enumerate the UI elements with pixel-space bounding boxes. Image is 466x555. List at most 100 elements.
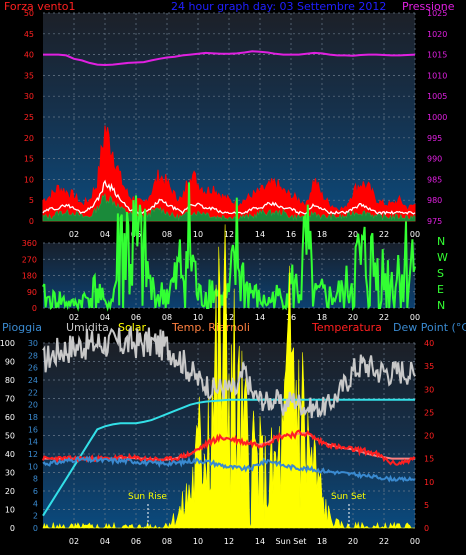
y-right-tick-label: 1020 (427, 30, 447, 39)
direction-letter: N (437, 299, 445, 312)
x-tick-label: 04 (100, 313, 110, 322)
y-mid-tick-label: 10 (28, 462, 38, 471)
sunset-label: Sun Set (331, 492, 366, 502)
x-tick-label: 08 (162, 313, 172, 322)
y-right-ticks-1: 975 980 985 990 995 1000 1005 1010 1015 1020 1025 (427, 9, 447, 226)
x-tick-label: 06 (131, 537, 141, 546)
x-tick-label: 04 (100, 230, 110, 239)
x-tick-label: 10 (193, 230, 203, 239)
y-left-tick-label: 20 (5, 487, 15, 496)
x-tick-label: 14 (255, 230, 265, 239)
humidity-line (42, 325, 416, 419)
y-left-tick-label: 40 (24, 51, 34, 60)
y-left-tick-label: 100 (0, 339, 15, 348)
x-tick-label: 14 (255, 313, 265, 322)
y-mid-tick-label: 22 (28, 388, 38, 397)
x-tick-label: 08 (162, 537, 172, 546)
right-axis-label-1: Pressione (402, 0, 455, 13)
x-tick-label: 20 (348, 537, 358, 546)
y-right-tick-label: 10 (424, 478, 434, 487)
y-left-tick-label: 10 (24, 175, 34, 184)
x-tick-label: 18 (317, 230, 327, 239)
x-ticks-1: 02 04 06 08 10 12 14 16 18 20 22 00 (69, 230, 420, 239)
x-tick-label: 22 (379, 230, 389, 239)
y-right-tick-label: 985 (427, 175, 442, 184)
y-right-tick-label: 990 (427, 155, 442, 164)
left-axis-label-1: Forza vento1 (4, 0, 76, 13)
y-mid-tick-label: 12 (28, 450, 38, 459)
y-left-tick-label: 15 (24, 155, 34, 164)
y-right-tick-label: 1015 (427, 51, 447, 60)
y-right-tick-label: 980 (427, 196, 442, 205)
legend-humidity: Umidita (66, 321, 109, 334)
y-mid-tick-label: 8 (33, 475, 38, 484)
y-left-tick-label: 50 (5, 432, 15, 441)
direction-letter: N (437, 235, 445, 248)
y-right-tick-label: 5 (424, 501, 429, 510)
x-tick-label: 12 (224, 313, 234, 322)
x-tick-label: 04 (100, 537, 110, 546)
wind-average-line (42, 179, 416, 216)
legend: Pioggia Umidita Solar Temp. Riarnoli Tem… (2, 321, 466, 334)
y-mid-tick-label: 24 (28, 376, 38, 385)
wind-direction-line (42, 182, 416, 312)
y-mid-tick-label: 0 (33, 524, 38, 533)
wind-series (42, 125, 416, 222)
sunrise-marker: Sun Rise (128, 492, 167, 526)
y-left-ticks-3: 0 10 20 30 40 50 60 70 80 90 100 (0, 339, 15, 533)
x-tick-label: 10 (193, 313, 203, 322)
x-tick-label: 20 (348, 230, 358, 239)
y-right-tick-label: 40 (424, 339, 434, 348)
y-left-ticks-1: 0 5 10 15 20 25 30 35 40 45 50 (24, 9, 34, 226)
legend-rain: Pioggia (2, 321, 42, 334)
x-tick-label: 12 (224, 230, 234, 239)
x-tick-label: 14 (255, 537, 265, 546)
y-right-ticks-3: 0 5 10 15 20 25 30 35 40 (424, 339, 434, 533)
solar-area (42, 224, 415, 530)
legend-temp-riarnoli: Temp. Riarnoli (171, 321, 250, 334)
y-right-tick-label: 20 (424, 432, 434, 441)
y-left-tick-label: 30 (24, 92, 34, 101)
y-left-tick-label: 20 (24, 134, 34, 143)
x-tick-label: 10 (193, 537, 203, 546)
y-mid-tick-label: 20 (28, 401, 38, 410)
y-right-tick-label: 1005 (427, 92, 447, 101)
x-tick-label: 18 (317, 313, 327, 322)
y-mid-tick-label: 26 (28, 364, 38, 373)
y-left-tick-label: 70 (5, 395, 15, 404)
y-right-tick-label: 1010 (427, 71, 447, 80)
x-tick-label: 02 (69, 313, 79, 322)
x-tick-label: 02 (69, 537, 79, 546)
y-left-tick-label: 40 (5, 450, 15, 459)
x-ticks-3: 02 04 06 08 10 12 14 Sun Set 18 20 22 00 (69, 537, 420, 546)
x-tick-label: 20 (348, 313, 358, 322)
cyan-line (42, 398, 415, 517)
x-tick-label: 22 (379, 537, 389, 546)
y-left-tick-label: 45 (24, 30, 34, 39)
y-left-tick-label: 60 (5, 413, 15, 422)
sunrise-label: Sun Rise (128, 492, 167, 502)
y-left-tick-label: 360 (22, 239, 37, 248)
y-right-tick-label: 1000 (427, 113, 447, 122)
y-right-tick-label: 975 (427, 217, 442, 226)
y-right-tick-label: 25 (424, 408, 434, 417)
direction-letter: W (437, 251, 448, 264)
wind-gust-area (42, 125, 416, 222)
x-tick-label: 00 (410, 230, 420, 239)
x-tick-label: 16 (286, 230, 296, 239)
y-right-tick-label: 0 (424, 524, 429, 533)
y-left-ticks-2: 0 90 180 270 360 (22, 239, 37, 313)
y-left-tick-label: 90 (27, 288, 37, 297)
legend-solar: Solar (118, 321, 147, 334)
legend-dewpoint: Dew Point (°C) (393, 321, 466, 334)
x-tick-label: 12 (224, 537, 234, 546)
dewpoint-line (42, 455, 416, 483)
y-right-tick-label: 35 (424, 362, 434, 371)
direction-letter: E (437, 283, 444, 296)
x-ticks-2: 02 04 06 08 10 12 14 16 18 20 22 00 (69, 313, 420, 322)
y-left-tick-label: 80 (5, 376, 15, 385)
y-mid-tick-label: 14 (28, 438, 38, 447)
